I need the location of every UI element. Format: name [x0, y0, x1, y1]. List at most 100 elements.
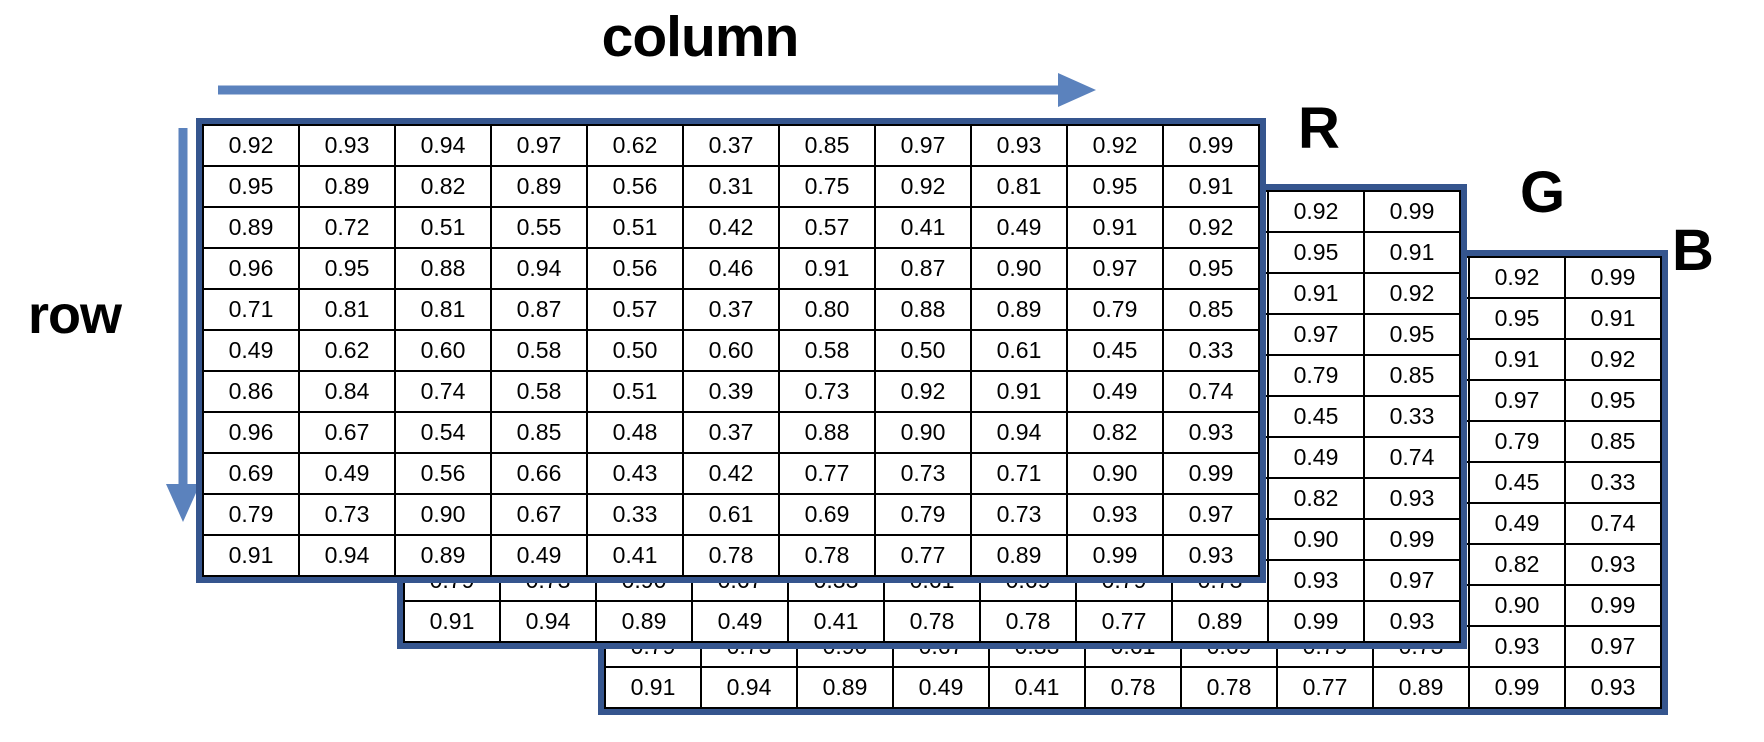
matrix-cell: 0.56	[588, 167, 682, 206]
matrix-cell: 0.60	[684, 331, 778, 370]
matrix-cell: 0.33	[1566, 463, 1660, 502]
matrix-cell: 0.67	[300, 413, 394, 452]
matrix-cell: 0.80	[780, 290, 874, 329]
matrix-cell: 0.87	[876, 249, 970, 288]
matrix-cell: 0.48	[588, 413, 682, 452]
matrix-cell: 0.89	[1173, 602, 1267, 641]
matrix-cell: 0.95	[1470, 299, 1564, 338]
matrix-cell: 0.78	[1182, 668, 1276, 707]
matrix-cell: 0.58	[492, 331, 586, 370]
matrix-cell: 0.74	[396, 372, 490, 411]
matrix-cell: 0.77	[876, 536, 970, 575]
matrix-cell: 0.42	[684, 454, 778, 493]
matrix-cell: 0.97	[876, 126, 970, 165]
matrix-cell: 0.90	[876, 413, 970, 452]
matrix-cell: 0.91	[1470, 340, 1564, 379]
matrix-cell: 0.73	[876, 454, 970, 493]
matrix-cell: 0.95	[204, 167, 298, 206]
matrix-cell: 0.97	[1269, 315, 1363, 354]
matrix-grid-red: 0.92 0.93 0.94 0.97 0.62 0.37 0.85 0.97 0.93 0.92…	[202, 124, 1260, 577]
matrix-cell: 0.93	[972, 126, 1066, 165]
matrix-cell: 0.99	[1068, 536, 1162, 575]
matrix-cell: 0.85	[1164, 290, 1258, 329]
matrix-cell: 0.49	[693, 602, 787, 641]
matrix-cell: 0.78	[1086, 668, 1180, 707]
matrix-cell: 0.31	[684, 167, 778, 206]
matrix-cell: 0.91	[606, 668, 700, 707]
matrix-cell: 0.93	[1566, 545, 1660, 584]
matrix-cell: 0.93	[300, 126, 394, 165]
matrix-cell: 0.89	[798, 668, 892, 707]
matrix-cell: 0.41	[990, 668, 1084, 707]
matrix-cell: 0.90	[1269, 520, 1363, 559]
matrix-cell: 0.91	[972, 372, 1066, 411]
matrix-cell: 0.49	[972, 208, 1066, 247]
matrix-cell: 0.97	[1470, 381, 1564, 420]
channel-label-b: B	[1672, 218, 1714, 283]
channel-label-r: R	[1298, 96, 1340, 161]
matrix-cell: 0.41	[588, 536, 682, 575]
matrix-cell: 0.41	[876, 208, 970, 247]
matrix-cell: 0.74	[1164, 372, 1258, 411]
channel-label-g: G	[1520, 160, 1566, 225]
matrix-cell: 0.96	[204, 413, 298, 452]
matrix-cell: 0.50	[876, 331, 970, 370]
matrix-cell: 0.33	[1365, 397, 1459, 436]
matrix-cell: 0.61	[684, 495, 778, 534]
matrix-cell: 0.74	[1566, 504, 1660, 543]
matrix-cell: 0.93	[1470, 627, 1564, 666]
matrix-cell: 0.91	[1566, 299, 1660, 338]
matrix-cell: 0.96	[204, 249, 298, 288]
matrix-cell: 0.82	[1470, 545, 1564, 584]
matrix-cell: 0.82	[1068, 413, 1162, 452]
matrix-cell: 0.79	[1068, 290, 1162, 329]
matrix-cell: 0.58	[492, 372, 586, 411]
matrix-cell: 0.77	[780, 454, 874, 493]
matrix-cell: 0.92	[876, 372, 970, 411]
matrix-cell: 0.85	[492, 413, 586, 452]
matrix-cell: 0.89	[972, 536, 1066, 575]
matrix-cell: 0.42	[684, 208, 778, 247]
matrix-cell: 0.91	[1269, 274, 1363, 313]
matrix-cell: 0.78	[780, 536, 874, 575]
matrix-cell: 0.91	[204, 536, 298, 575]
matrix-cell: 0.75	[780, 167, 874, 206]
matrix-cell: 0.49	[894, 668, 988, 707]
matrix-cell: 0.93	[1365, 479, 1459, 518]
matrix-cell: 0.97	[1164, 495, 1258, 534]
matrix-cell: 0.77	[1278, 668, 1372, 707]
matrix-cell: 0.62	[588, 126, 682, 165]
matrix-cell: 0.89	[300, 167, 394, 206]
matrix-cell: 0.92	[1365, 274, 1459, 313]
matrix-cell: 0.33	[588, 495, 682, 534]
matrix-cell: 0.60	[396, 331, 490, 370]
matrix-cell: 0.37	[684, 413, 778, 452]
matrix-cell: 0.73	[780, 372, 874, 411]
matrix-cell: 0.95	[1164, 249, 1258, 288]
matrix-cell: 0.77	[1077, 602, 1171, 641]
matrix-cell: 0.45	[1470, 463, 1564, 502]
matrix-cell: 0.92	[1068, 126, 1162, 165]
matrix-cell: 0.99	[1269, 602, 1363, 641]
matrix-cell: 0.69	[204, 454, 298, 493]
matrix-cell: 0.69	[780, 495, 874, 534]
matrix-cell: 0.57	[588, 290, 682, 329]
matrix-cell: 0.97	[492, 126, 586, 165]
matrix-cell: 0.91	[1365, 233, 1459, 272]
matrix-cell: 0.92	[1470, 258, 1564, 297]
matrix-cell: 0.89	[396, 536, 490, 575]
matrix-cell: 0.95	[1068, 167, 1162, 206]
matrix-cell: 0.94	[702, 668, 796, 707]
matrix-cell: 0.97	[1365, 561, 1459, 600]
matrix-cell: 0.57	[780, 208, 874, 247]
matrix-cell: 0.66	[492, 454, 586, 493]
matrix-cell: 0.85	[1566, 422, 1660, 461]
matrix-cell: 0.99	[1566, 586, 1660, 625]
matrix-cell: 0.89	[1374, 668, 1468, 707]
matrix-cell: 0.86	[204, 372, 298, 411]
matrix-cell: 0.46	[684, 249, 778, 288]
matrix-cell: 0.78	[885, 602, 979, 641]
matrix-cell: 0.99	[1365, 520, 1459, 559]
matrix-cell: 0.94	[396, 126, 490, 165]
